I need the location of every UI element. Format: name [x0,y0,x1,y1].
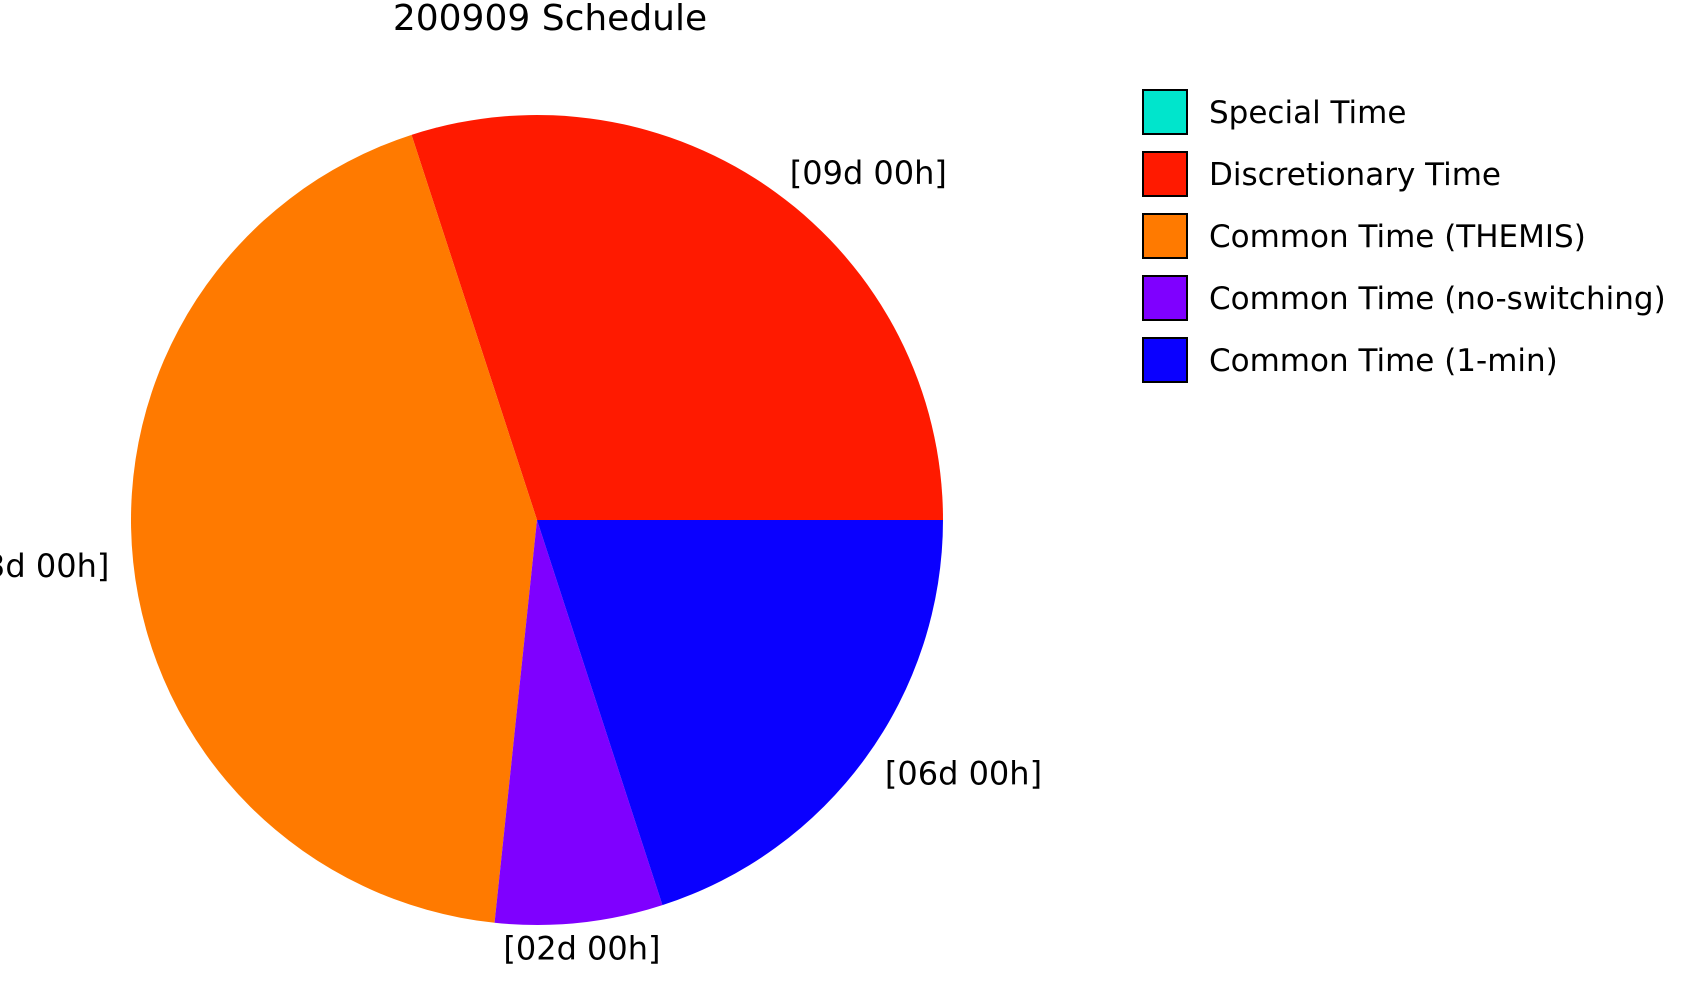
legend-label-1: Discretionary Time [1209,157,1501,193]
slice-label-3: [02d 00h] [503,930,660,968]
legend-swatch-1 [1142,151,1188,197]
legend: Special Time Discretionary Time Common Tim… [1142,89,1666,383]
legend-label-4: Common Time (1-min) [1209,343,1558,379]
pie-slice-2 [130,134,537,923]
legend-swatch-3 [1142,275,1188,321]
slice-labels: [09d 00h] [13d 00h] [02d 00h] [06d 00h] [0,154,1042,968]
legend-label-2: Common Time (THEMIS) [1209,219,1586,255]
pie-slice-4 [537,520,943,906]
legend-swatch-2 [1142,213,1188,259]
pie-slices [130,115,944,925]
slice-label-1: [09d 00h] [790,154,947,192]
pie-slice-1 [411,115,944,520]
pie-slice-3 [494,520,663,925]
legend-swatch-0 [1142,89,1188,135]
legend-label-3: Common Time (no-switching) [1209,281,1666,317]
legend-swatch-4 [1142,337,1188,383]
chart-title: 200909 Schedule [393,0,707,39]
slice-label-4: [06d 00h] [885,755,1042,793]
legend-label-0: Special Time [1209,95,1406,131]
slice-label-2: [13d 00h] [0,547,109,585]
